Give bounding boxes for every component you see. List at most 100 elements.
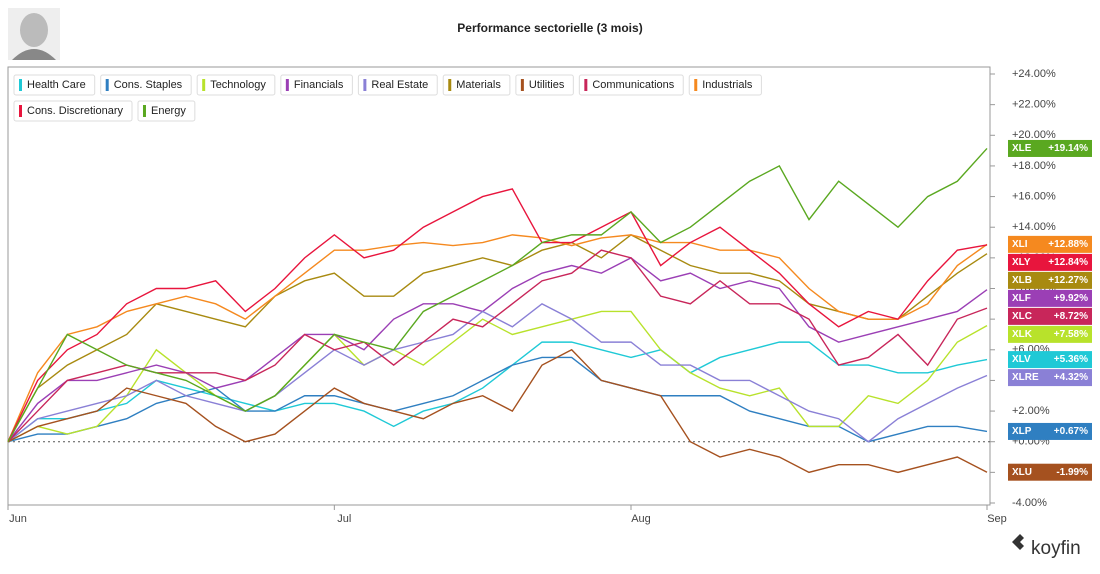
legend-box xyxy=(13,74,96,96)
end-value: +12.88% xyxy=(1048,239,1088,250)
end-flag xyxy=(1008,289,1092,307)
legend-item[interactable]: Materials xyxy=(442,74,511,96)
end-ticker: XLU xyxy=(1012,467,1032,478)
legend-item[interactable]: Cons. Discretionary xyxy=(13,100,133,122)
end-ticker: XLC xyxy=(1012,311,1032,322)
legend-label: Cons. Discretionary xyxy=(27,105,123,117)
x-tick-label: Jun xyxy=(9,513,27,525)
end-flag xyxy=(1008,325,1092,343)
end-value: +12.84% xyxy=(1048,257,1088,268)
chart-title: Performance sectorielle (3 mois) xyxy=(457,21,642,35)
legend-swatch xyxy=(363,79,367,91)
y-tick-label: +20.00% xyxy=(1012,129,1056,141)
end-value: +7.58% xyxy=(1054,329,1088,340)
y-tick-label: -4.00% xyxy=(1012,497,1047,509)
legend-swatch xyxy=(105,79,109,91)
end-ticker: XLF xyxy=(1012,293,1031,304)
end-flag xyxy=(1008,351,1092,369)
end-ticker: XLRE xyxy=(1012,372,1039,383)
legend-swatch xyxy=(584,79,588,91)
legend-box xyxy=(442,74,511,96)
series-line xyxy=(7,302,988,443)
y-tick-label: +16.00% xyxy=(1012,190,1056,202)
y-tick-label: +24.00% xyxy=(1012,68,1056,80)
series-line xyxy=(7,348,988,474)
legend-label: Utilities xyxy=(529,79,565,91)
legend-item[interactable]: Utilities xyxy=(515,74,574,96)
end-value: +8.72% xyxy=(1054,311,1088,322)
series-line xyxy=(7,234,988,442)
legend-box xyxy=(515,74,574,96)
x-tick-label: Sep xyxy=(987,513,1007,525)
end-ticker: XLI xyxy=(1012,239,1028,250)
legend-item[interactable]: Real Estate xyxy=(357,74,438,96)
legend-label: Industrials xyxy=(702,79,753,91)
legend-swatch xyxy=(694,79,698,91)
legend-label: Materials xyxy=(456,79,501,91)
legend-label: Energy xyxy=(151,105,186,117)
legend-item[interactable]: Industrials xyxy=(688,74,762,96)
y-tick-label: +14.00% xyxy=(1012,221,1056,233)
series-line xyxy=(7,249,988,443)
series-line xyxy=(7,188,988,443)
legend-item[interactable]: Energy xyxy=(137,100,196,122)
legend-swatch xyxy=(285,79,289,91)
end-flag xyxy=(1008,307,1092,325)
end-value: +4.32% xyxy=(1054,372,1088,383)
legend-box xyxy=(688,74,762,96)
end-flag xyxy=(1008,369,1092,387)
end-ticker: XLB xyxy=(1012,275,1032,286)
end-ticker: XLK xyxy=(1012,329,1033,340)
legend-swatch xyxy=(520,79,524,91)
brand-icon xyxy=(1012,534,1024,550)
legend-label: Communications xyxy=(592,79,674,91)
brand-name: koyfin xyxy=(1031,538,1081,559)
series-line xyxy=(7,147,988,443)
end-flag xyxy=(1008,139,1092,157)
end-value: +19.14% xyxy=(1048,143,1088,154)
y-tick-label: +2.00% xyxy=(1012,405,1050,417)
y-tick-label: +18.00% xyxy=(1012,160,1056,172)
legend-item[interactable]: Cons. Staples xyxy=(100,74,192,96)
legend-box xyxy=(137,100,196,122)
end-ticker: XLE xyxy=(1012,143,1032,154)
legend-box xyxy=(578,74,684,96)
y-tick-label: +22.00% xyxy=(1012,99,1056,111)
end-flag xyxy=(1008,235,1092,253)
legend-label: Real Estate xyxy=(371,79,428,91)
end-ticker: XLP xyxy=(1012,426,1032,437)
legend-item[interactable]: Health Care xyxy=(13,74,96,96)
x-tick-label: Aug xyxy=(631,513,651,525)
end-ticker: XLY xyxy=(1012,257,1031,268)
legend-label: Technology xyxy=(210,79,266,91)
plot-frame xyxy=(7,66,991,506)
end-value: -1.99% xyxy=(1056,467,1088,478)
end-value: +9.92% xyxy=(1054,293,1088,304)
legend-box xyxy=(100,74,192,96)
legend-swatch xyxy=(202,79,206,91)
avatar-face xyxy=(20,13,48,47)
legend-swatch xyxy=(19,105,22,117)
series-line xyxy=(7,356,988,443)
avatar xyxy=(8,8,60,60)
series-line xyxy=(7,257,988,443)
end-flag xyxy=(1008,253,1092,271)
legend-item[interactable]: Technology xyxy=(196,74,276,96)
legend-box xyxy=(357,74,438,96)
legend-box xyxy=(13,100,133,122)
end-value: +0.67% xyxy=(1054,426,1088,437)
end-value: +5.36% xyxy=(1054,354,1088,365)
series-line xyxy=(7,234,988,443)
legend-label: Health Care xyxy=(27,79,86,91)
legend-item[interactable]: Financials xyxy=(280,74,353,96)
legend-label: Financials xyxy=(294,79,344,91)
end-value: +12.27% xyxy=(1048,275,1088,286)
brand-logo: koyfin xyxy=(1012,534,1081,559)
legend-swatch xyxy=(142,105,146,117)
series-line xyxy=(7,310,988,443)
end-flag xyxy=(1008,463,1092,481)
legend-item[interactable]: Communications xyxy=(578,74,684,96)
legend-label: Cons. Staples xyxy=(114,79,183,91)
